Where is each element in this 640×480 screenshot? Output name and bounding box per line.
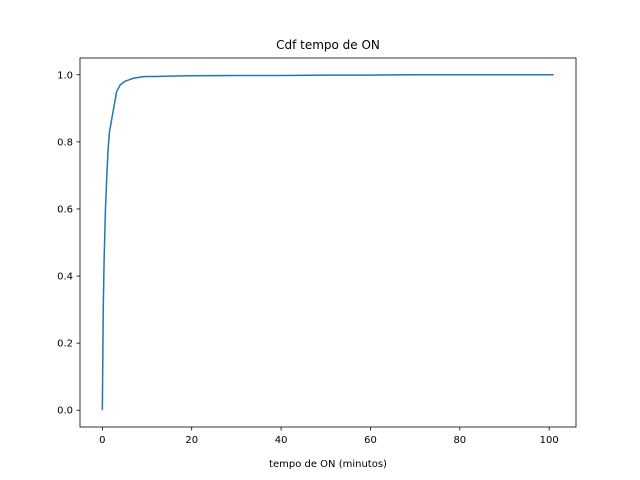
series-layer bbox=[101, 74, 554, 411]
y-tick-label: 0.2 bbox=[57, 339, 73, 350]
y-tick-label: 0.4 bbox=[57, 272, 73, 283]
y-tick-label: 0.8 bbox=[57, 137, 73, 148]
y-tick-label: 1.0 bbox=[57, 70, 73, 81]
y-tick-label: 0.0 bbox=[57, 406, 73, 417]
y-axis: 0.0 0.2 0.4 0.6 0.8 1.0 bbox=[57, 70, 80, 417]
plot-area bbox=[79, 57, 577, 428]
x-tick-label: 20 bbox=[185, 435, 198, 446]
x-tick-label: 80 bbox=[453, 435, 466, 446]
chart-title: Cdf tempo de ON bbox=[276, 38, 380, 52]
cdf-line bbox=[101, 74, 554, 411]
x-tick-label: 60 bbox=[364, 435, 377, 446]
x-tick-label: 40 bbox=[275, 435, 288, 446]
x-tick-label: 100 bbox=[540, 435, 559, 446]
x-axis: 0 20 40 60 80 100 bbox=[99, 427, 559, 446]
y-tick-label: 0.6 bbox=[57, 204, 73, 215]
x-axis-label: tempo de ON (minutos) bbox=[269, 459, 387, 470]
x-tick-label: 0 bbox=[99, 435, 105, 446]
